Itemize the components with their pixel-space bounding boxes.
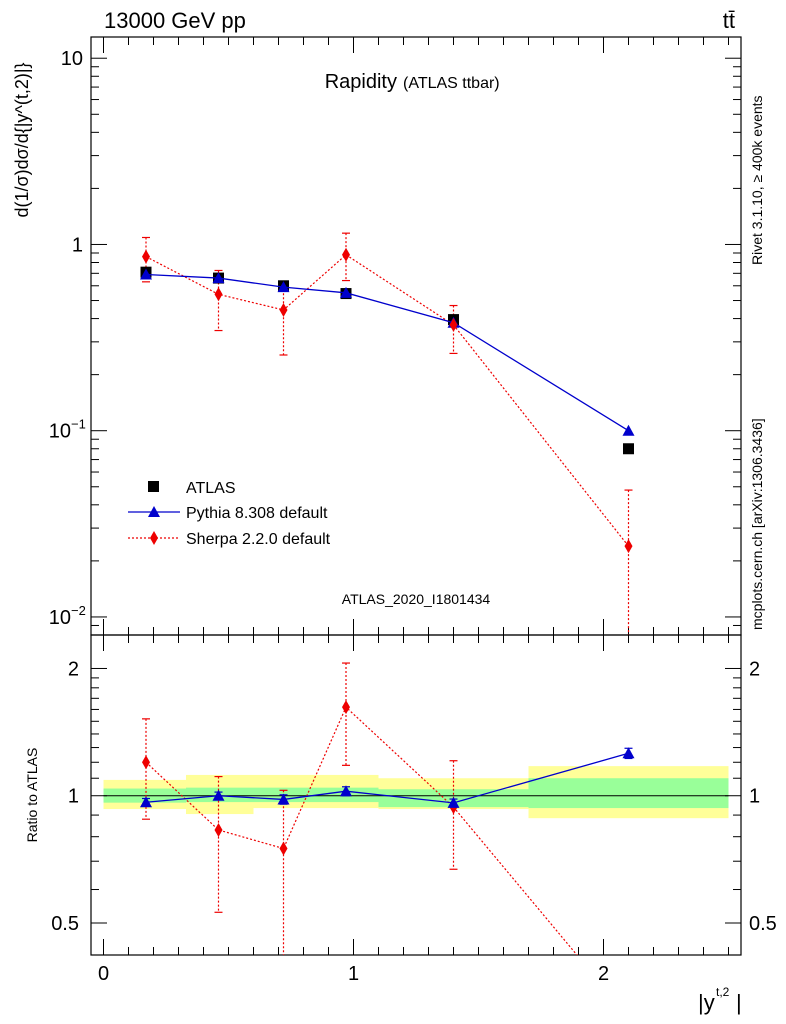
main-ytick-label: 10 xyxy=(61,48,83,70)
legend-atlas-label: ATLAS xyxy=(186,480,236,497)
ratio-sherpa-line xyxy=(145,706,578,955)
ratio-sherpa-point xyxy=(214,822,223,837)
main-ytick-label-base: 10 xyxy=(49,421,71,443)
pythia-point xyxy=(622,424,635,436)
main-ytick-label-exp: −1 xyxy=(71,417,86,432)
ratio-ytick-label-right: 1 xyxy=(749,786,760,808)
ratio-pythia-point xyxy=(140,796,152,808)
pythia-point xyxy=(277,281,290,293)
ratio-ytick-label: 1 xyxy=(68,786,79,808)
collision-label: 13000 GeV pp xyxy=(104,8,246,33)
ratio-ylabel-text: Ratio to ATLAS xyxy=(24,748,40,843)
legend-pythia-marker xyxy=(148,506,160,517)
main-ylabel-text: d(1/σ)dσ/d{|y^(t,2)|} xyxy=(12,62,32,217)
sherpa-point xyxy=(624,539,633,554)
ratio-frame xyxy=(90,634,742,956)
pythia-point xyxy=(340,286,352,298)
ratio-ytick-label: 0.5 xyxy=(51,913,79,935)
side-mcplots-text: mcplots.cern.ch [arXiv:1306.3436] xyxy=(749,418,765,630)
sherpa-point xyxy=(342,247,350,262)
ratio-series-clipped xyxy=(140,662,635,955)
ratio-ytick-label-right: 0.5 xyxy=(749,913,777,935)
plot-title: Rapidity xyxy=(325,71,397,93)
x-axis-label-sup: t,2 xyxy=(716,985,730,999)
sherpa-point xyxy=(449,317,458,332)
main-ytick-label-exp: −2 xyxy=(71,603,86,618)
ratio-ylabel: Ratio to ATLAS xyxy=(24,748,40,843)
legend-atlas-marker xyxy=(148,481,159,492)
legend: ATLAS Pythia 8.308 default Sherpa 2.2.0 … xyxy=(128,480,331,548)
sherpa-point xyxy=(142,249,150,264)
ratio-pythia-point xyxy=(277,793,290,805)
pythia-line xyxy=(145,273,629,432)
sherpa-line xyxy=(145,254,629,547)
side-rivet: Rivet 3.1.10, ≥ 400k events xyxy=(749,95,765,265)
ratio-sherpa-point xyxy=(342,700,350,715)
ratio-sherpa-point xyxy=(142,755,150,770)
legend-sherpa-label: Sherpa 2.2.0 default xyxy=(186,531,331,548)
ratio-pythia-point xyxy=(622,747,635,759)
x-axis-label-base: |y xyxy=(698,990,715,1015)
ratio-band-inner xyxy=(528,778,729,809)
ratio-series xyxy=(140,662,635,955)
x-tick-label: 2 xyxy=(598,963,609,985)
x-tick-label: 0 xyxy=(98,963,109,985)
main-ylabel: d(1/σ)dσ/d{|y^(t,2)|} xyxy=(12,62,32,217)
sherpa-point xyxy=(214,287,223,302)
side-mcplots: mcplots.cern.ch [arXiv:1306.3436] xyxy=(749,418,765,630)
ratio-pythia-point xyxy=(340,785,352,797)
legend-sherpa-marker xyxy=(150,531,158,545)
atlas-point xyxy=(623,443,634,455)
main-ytick-label: 1 xyxy=(72,234,83,256)
ratio-pythia-line xyxy=(145,752,629,804)
ratio-axes: 0.5 0.5 1 1 2 2 0 1 2 xyxy=(51,634,777,985)
plot-subtitle: (ATLAS ttbar) xyxy=(403,75,500,92)
x-axis-label-close: | xyxy=(736,990,742,1015)
main-ytick-label-base: 10 xyxy=(49,607,71,629)
analysis-id: ATLAS_2020_I1801434 xyxy=(342,591,491,607)
sherpa-point xyxy=(279,302,288,317)
ratio-bands xyxy=(103,766,729,819)
ratio-sherpa-point xyxy=(279,841,288,856)
pythia-point xyxy=(212,272,225,284)
ratio-pythia-point xyxy=(447,796,460,808)
legend-pythia-label: Pythia 8.308 default xyxy=(186,505,328,522)
ratio-pythia-point xyxy=(212,789,225,801)
pythia-point xyxy=(140,268,152,280)
ratio-ytick-label-right: 2 xyxy=(749,658,760,680)
side-rivet-text: Rivet 3.1.10, ≥ 400k events xyxy=(749,95,765,265)
main-series xyxy=(140,232,635,635)
ratio-ytick-label: 2 xyxy=(68,658,79,680)
process-label: tt̄ xyxy=(723,8,735,33)
x-axis-label: |y t,2 | xyxy=(698,985,742,1015)
x-tick-label: 1 xyxy=(348,963,359,985)
